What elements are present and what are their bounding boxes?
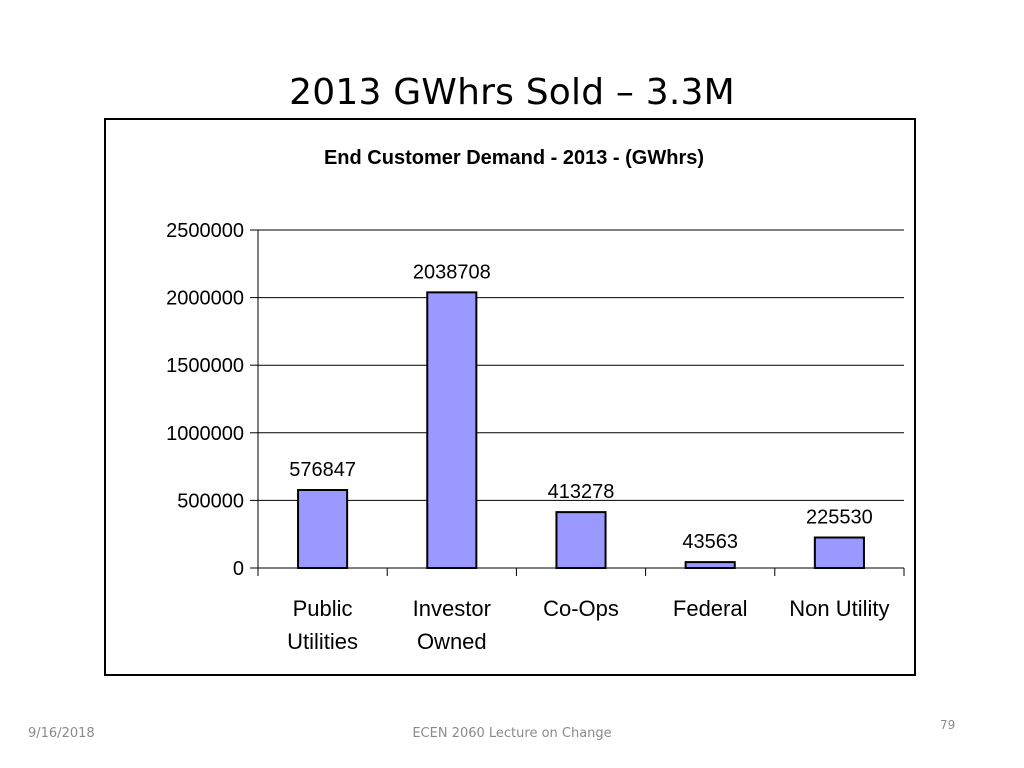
y-tick-label: 0 — [233, 558, 244, 580]
page-number: 79 — [940, 718, 956, 732]
y-tick-label: 500000 — [177, 490, 244, 512]
data-label: 2038708 — [413, 261, 491, 283]
bar — [297, 489, 349, 569]
y-tick-label: 1000000 — [166, 423, 244, 445]
data-label: 576847 — [289, 459, 356, 481]
bar — [426, 291, 478, 570]
chart-title: End Customer Demand - 2013 - (GWhrs) — [324, 147, 704, 169]
x-tick-label: Non Utility — [789, 596, 889, 621]
bar — [813, 536, 865, 569]
y-tick-label: 1500000 — [166, 355, 244, 377]
y-tick-label: 2500000 — [166, 220, 244, 242]
slide-title: 2013 GWhrs Sold – 3.3M — [289, 72, 735, 113]
x-tick-label: Federal — [673, 596, 748, 621]
chart-frame: End Customer Demand - 2013 - (GWhrs) 0 500… — [104, 118, 916, 676]
data-label: 413278 — [548, 481, 615, 503]
x-tick-label: Investor — [413, 596, 491, 621]
data-label: 43563 — [682, 531, 738, 553]
bar-chart: End Customer Demand - 2013 - (GWhrs) 0 500… — [166, 147, 905, 654]
y-tick-label: 2000000 — [166, 288, 244, 310]
bar — [555, 511, 607, 570]
x-tick-label: Co-Ops — [543, 596, 619, 621]
bar — [684, 561, 736, 570]
data-label: 225530 — [806, 507, 873, 529]
footer-date: 9/16/2018 — [28, 726, 95, 741]
x-tick-label: Owned — [417, 629, 487, 654]
footer-lecture-title: ECEN 2060 Lecture on Change — [412, 726, 612, 741]
x-tick-label: Public — [293, 596, 353, 621]
x-tick-label: Utilities — [287, 629, 358, 654]
